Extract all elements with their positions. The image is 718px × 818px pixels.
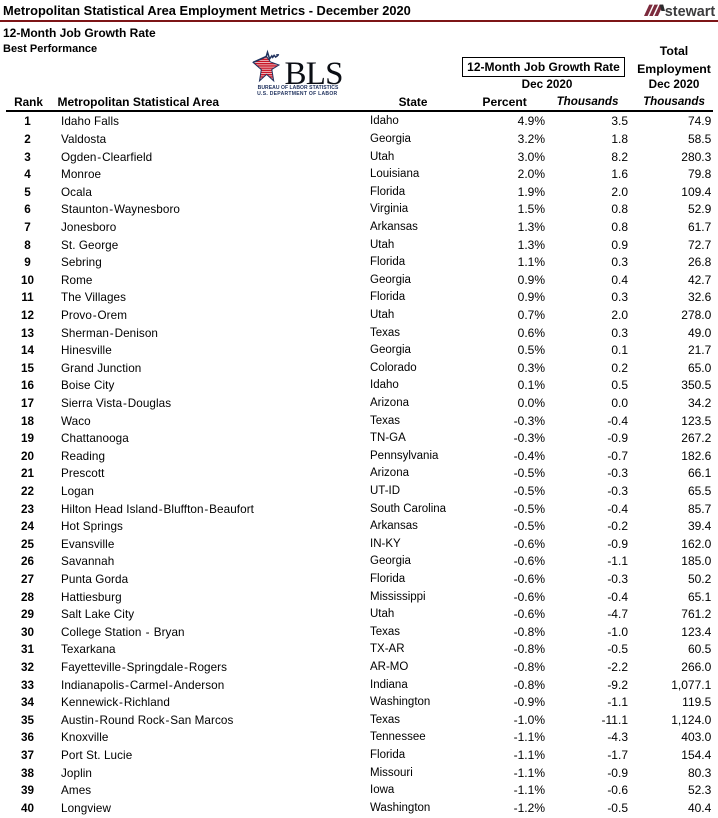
- svg-text:BUREAU OF LABOR STATISTICS: BUREAU OF LABOR STATISTICS: [258, 85, 339, 91]
- svg-text:BLS: BLS: [285, 56, 343, 92]
- svg-text:U.S. DEPARTMENT OF LABOR: U.S. DEPARTMENT OF LABOR: [257, 91, 337, 97]
- svg-text:stewart: stewart: [665, 4, 716, 18]
